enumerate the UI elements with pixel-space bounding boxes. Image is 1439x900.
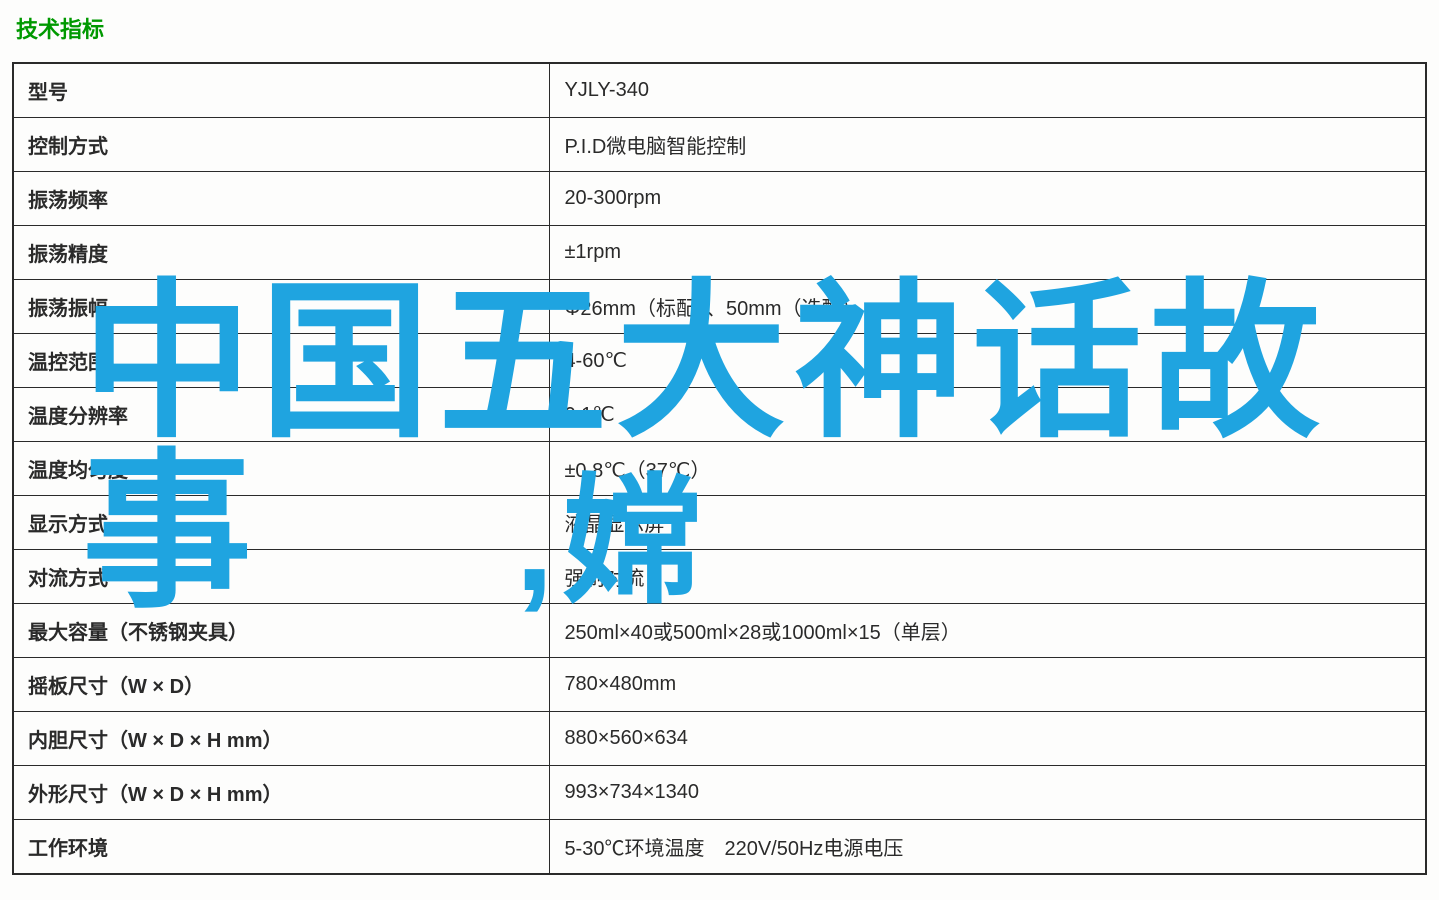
table-row: 显示方式 液晶显示屏 <box>13 496 1426 550</box>
spec-label: 型号 <box>13 63 550 118</box>
spec-value: 5-30℃环境温度 220V/50Hz电源电压 <box>550 820 1426 875</box>
spec-label: 摇板尺寸（W × D） <box>13 658 550 712</box>
spec-value: Φ26mm（标配）、50mm（选配） <box>550 280 1426 334</box>
table-row: 振荡精度 ±1rpm <box>13 226 1426 280</box>
spec-label: 控制方式 <box>13 118 550 172</box>
table-row: 内胆尺寸（W × D × H mm） 880×560×634 <box>13 712 1426 766</box>
spec-label: 振荡频率 <box>13 172 550 226</box>
spec-label: 外形尺寸（W × D × H mm） <box>13 766 550 820</box>
spec-label: 显示方式 <box>13 496 550 550</box>
spec-value: 0.1℃ <box>550 388 1426 442</box>
spec-value: 20-300rpm <box>550 172 1426 226</box>
table-row: 振荡频率 20-300rpm <box>13 172 1426 226</box>
spec-label: 最大容量（不锈钢夹具） <box>13 604 550 658</box>
spec-table: 型号 YJLY-340 控制方式 P.I.D微电脑智能控制 振荡频率 20-30… <box>12 62 1427 875</box>
spec-value: 880×560×634 <box>550 712 1426 766</box>
table-row: 摇板尺寸（W × D） 780×480mm <box>13 658 1426 712</box>
spec-value: ±1rpm <box>550 226 1426 280</box>
spec-value: 993×734×1340 <box>550 766 1426 820</box>
table-row: 型号 YJLY-340 <box>13 63 1426 118</box>
table-row: 温度均匀度 ±0.8℃（37℃） <box>13 442 1426 496</box>
spec-value: YJLY-340 <box>550 63 1426 118</box>
section-title: 技术指标 <box>16 12 1427 44</box>
table-row: 对流方式 强制对流 <box>13 550 1426 604</box>
spec-value: 强制对流 <box>550 550 1426 604</box>
spec-label: 振荡振幅 <box>13 280 550 334</box>
table-row: 振荡振幅 Φ26mm（标配）、50mm（选配） <box>13 280 1426 334</box>
spec-value: 液晶显示屏 <box>550 496 1426 550</box>
spec-value: P.I.D微电脑智能控制 <box>550 118 1426 172</box>
spec-value: ±0.8℃（37℃） <box>550 442 1426 496</box>
spec-label: 温度均匀度 <box>13 442 550 496</box>
table-row: 控制方式 P.I.D微电脑智能控制 <box>13 118 1426 172</box>
table-row: 工作环境 5-30℃环境温度 220V/50Hz电源电压 <box>13 820 1426 875</box>
table-row: 最大容量（不锈钢夹具） 250ml×40或500ml×28或1000ml×15（… <box>13 604 1426 658</box>
spec-value: 250ml×40或500ml×28或1000ml×15（单层） <box>550 604 1426 658</box>
table-row: 温度分辨率 0.1℃ <box>13 388 1426 442</box>
spec-label: 工作环境 <box>13 820 550 875</box>
spec-label: 振荡精度 <box>13 226 550 280</box>
spec-label: 温控范围 <box>13 334 550 388</box>
spec-label: 温度分辨率 <box>13 388 550 442</box>
table-row: 外形尺寸（W × D × H mm） 993×734×1340 <box>13 766 1426 820</box>
spec-label: 内胆尺寸（W × D × H mm） <box>13 712 550 766</box>
spec-value: 4-60℃ <box>550 334 1426 388</box>
spec-table-body: 型号 YJLY-340 控制方式 P.I.D微电脑智能控制 振荡频率 20-30… <box>13 63 1426 874</box>
spec-label: 对流方式 <box>13 550 550 604</box>
spec-value: 780×480mm <box>550 658 1426 712</box>
table-row: 温控范围 4-60℃ <box>13 334 1426 388</box>
